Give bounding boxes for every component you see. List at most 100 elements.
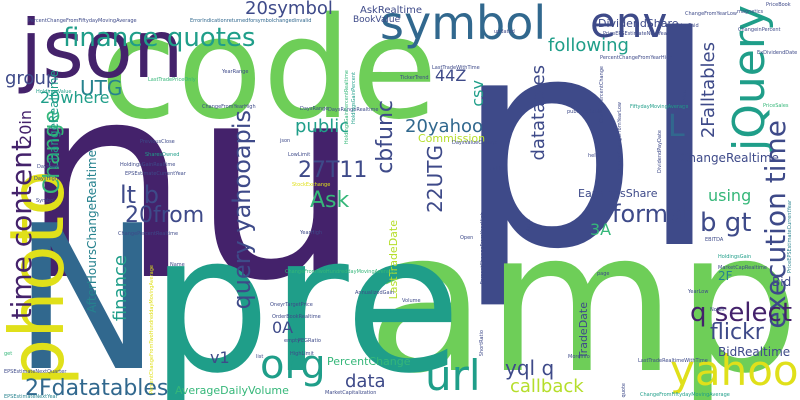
word-3a-46: 3A xyxy=(590,220,612,239)
word-lasttraderealtimewithtime-135: LastTradeRealtimeWithTime xyxy=(638,358,708,364)
word-percentchangefromyearlow-117: PercentChangeFromYearLow xyxy=(617,102,623,173)
word-percentchange-58: PercentChange xyxy=(327,355,411,368)
word-open-106: Open xyxy=(460,235,474,241)
word-marketcapitalization-96: MarketCapitalization xyxy=(325,390,377,396)
word-percentchangefromyearhigh-82: PercentChangeFromYearHigh xyxy=(600,55,673,61)
word-quote-125: quote xyxy=(621,383,627,398)
word-20yahoo-38: 20yahoo xyxy=(405,116,484,137)
word-daysvaluechange-133: DaysValueChange xyxy=(452,140,498,146)
word-orderbookrealtime-91: OrderBookRealtime xyxy=(272,314,321,320)
word-list-126: list xyxy=(256,354,264,360)
word-fiftydaymovingaverage-83: FiftydayMovingAverage xyxy=(630,104,689,110)
word-yearhigh-105: YearHigh xyxy=(300,230,323,236)
word-pricesales-85: PriceSales xyxy=(763,103,789,109)
word-url-13: url xyxy=(425,351,481,400)
word-marketcaprealtime-88: MarketCapRealtime xyxy=(718,265,767,271)
word-holdingsvalue-76: HoldingsValue xyxy=(36,89,72,95)
word-percentchangefromtwohundreddaymovingaverage-97: PercentChangeFromTwoHundreddayMovingAver… xyxy=(149,265,155,394)
word-changefromyearhigh-77: ChangeFromYearHigh xyxy=(202,104,256,110)
word-previousclose-71: PreviousClose xyxy=(140,139,175,145)
word-lasttradepriceonly-78: LastTradePriceOnly xyxy=(148,77,196,83)
word-holdingsgainrealtime-73: HoldingsGainRealtime xyxy=(120,162,176,168)
word-code-4: code xyxy=(100,0,438,151)
word-pricepaid-130: PricePaid xyxy=(676,23,699,29)
word-dividendpaydate-108: DividendPayDate xyxy=(657,130,663,173)
word-magnetics-129: magnetics xyxy=(737,9,764,15)
word-changefromyearlow-138: ChangeFromYearLow xyxy=(685,11,737,17)
word-pl-1: pl xyxy=(455,0,720,313)
word-org-12: org xyxy=(260,342,326,388)
word-priceepsestimatenextyear-81: PriceEPSEstimateNextYear xyxy=(603,31,669,37)
word-b-gt-20: b gt xyxy=(700,208,752,238)
word-askrealtime-64: AskRealtime xyxy=(360,5,422,16)
word-20from-32: 20from xyxy=(125,203,205,228)
word-empty-121: empty xyxy=(284,338,301,344)
word-daysrange-66: DaysRange xyxy=(300,106,329,112)
word-finance-quotes-14: finance quotes xyxy=(63,23,256,53)
word-nu-0: nu xyxy=(20,25,363,340)
word-20symbol-31: 20symbol xyxy=(245,0,333,19)
word-changefromtwohundreddaymovingaverage-94: ChangeFromTwoHundreddayMovingAverage xyxy=(285,269,396,275)
word-callback-26: callback xyxy=(510,376,584,397)
word-annualizedgain-90: AnnualizedGain xyxy=(355,290,395,296)
word-name-102: Name xyxy=(170,262,185,268)
word-csv-42: csv xyxy=(468,80,487,107)
word-symbol-9: symbol xyxy=(380,0,547,50)
word-data-24: data xyxy=(345,371,386,392)
word-lasttradewithtime-68: LastTradeWithTime xyxy=(432,65,480,71)
word-help-124: help xyxy=(588,153,599,159)
word-yql-q-25: yql q xyxy=(505,356,555,380)
word-amp-2: amp xyxy=(366,189,800,400)
word-percentchangefromyearhigh-118: PercentChangeFromYearHigh xyxy=(480,212,486,285)
word-lasttradedate-61: LastTradeDate xyxy=(387,220,400,300)
word-n-5: N xyxy=(12,183,162,400)
word-holdingsgainpercentrealtime-107: HoldingsGainPercentRealtime xyxy=(344,70,350,145)
word-service-120: service xyxy=(682,90,688,108)
word-bidrealtime-49: BidRealtime xyxy=(718,345,791,359)
word-following-30: following xyxy=(548,35,629,56)
word-yearrange-70: YearRange xyxy=(222,69,249,75)
word-2falltables-41: 2Falltables xyxy=(698,42,719,139)
word-percentchangefromfiftydaymovingaverage-79: PercentChangeFromFiftydayMovingAverage xyxy=(28,18,137,24)
word-json-132: json xyxy=(280,138,291,144)
word-holdingsgain-89: HoldingsGain xyxy=(718,254,752,260)
word-get-131: get xyxy=(4,351,13,357)
word-time-content-16: time content xyxy=(5,140,38,320)
word-datatables-36: datatables xyxy=(528,65,549,161)
word-changeinpercent-116: ChangeinPercent xyxy=(738,27,781,33)
word-pre-3: pre xyxy=(150,194,462,400)
word-averagedailyvolume-57: AverageDailyVolume xyxy=(175,384,289,397)
word-symbol-114: Symbol xyxy=(36,198,55,204)
word-22utg-37: 22UTG xyxy=(423,145,447,213)
word-commission-59: Commission xyxy=(418,132,486,145)
word-27t11-27: 27T11 xyxy=(298,158,368,183)
word-flickr-22: flickr xyxy=(710,320,764,345)
word-changepercentchange-137: ChangePercentChange xyxy=(599,66,605,124)
word-daysrangerealtime-67: DaysRangeRealtime xyxy=(328,107,379,113)
word-page-122: page xyxy=(597,271,610,277)
word-oneyrtargetprice-92: OneyrTargetPrice xyxy=(270,302,313,308)
word-2f-54: 2F xyxy=(718,269,733,283)
word-peratio-103: PERatio xyxy=(526,219,532,239)
word-20in-51: 20in xyxy=(16,110,35,145)
word-earningsshare-60: EarningsShare xyxy=(578,187,658,200)
word-calling-123: calling xyxy=(490,166,507,172)
word-44z-43: 44Z xyxy=(435,66,467,85)
word-0a-45: 0A xyxy=(272,318,294,337)
word-exdividenddate-84: ExDividendDate xyxy=(757,50,798,56)
word-publicyqltable-119: publicyqltable xyxy=(567,109,603,115)
word-holdingsgainpercent-136: HoldingsGainPercent xyxy=(351,72,357,125)
word-json-6: json xyxy=(20,3,184,96)
word-updated-127: updated xyxy=(494,29,515,35)
word-changefromfiftydaymovingaverage-95: ChangeFromFiftydayMovingAverage xyxy=(640,392,730,398)
word-format-21: format xyxy=(612,200,693,228)
word-l-56: L xyxy=(668,109,685,144)
word-lt-b-19: lt b xyxy=(120,181,159,209)
word-pricebook-128: PriceBook xyxy=(766,2,791,8)
word-q-select-18: q select xyxy=(690,298,793,328)
word-sharesowned-72: SharesOwned xyxy=(145,152,180,158)
word-tickertrend-69: TickerTrend xyxy=(400,75,429,81)
word-yahoo-11: yahoo xyxy=(670,346,799,395)
word-stockexchange-115: StockExchange xyxy=(292,182,331,188)
